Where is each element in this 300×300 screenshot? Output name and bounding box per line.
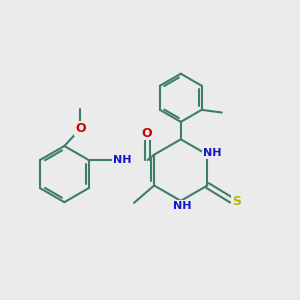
Text: S: S xyxy=(232,195,241,208)
Text: O: O xyxy=(141,127,152,140)
Text: NH: NH xyxy=(173,201,191,211)
Text: NH: NH xyxy=(113,154,131,164)
Text: O: O xyxy=(75,122,86,135)
Text: NH: NH xyxy=(203,148,221,158)
